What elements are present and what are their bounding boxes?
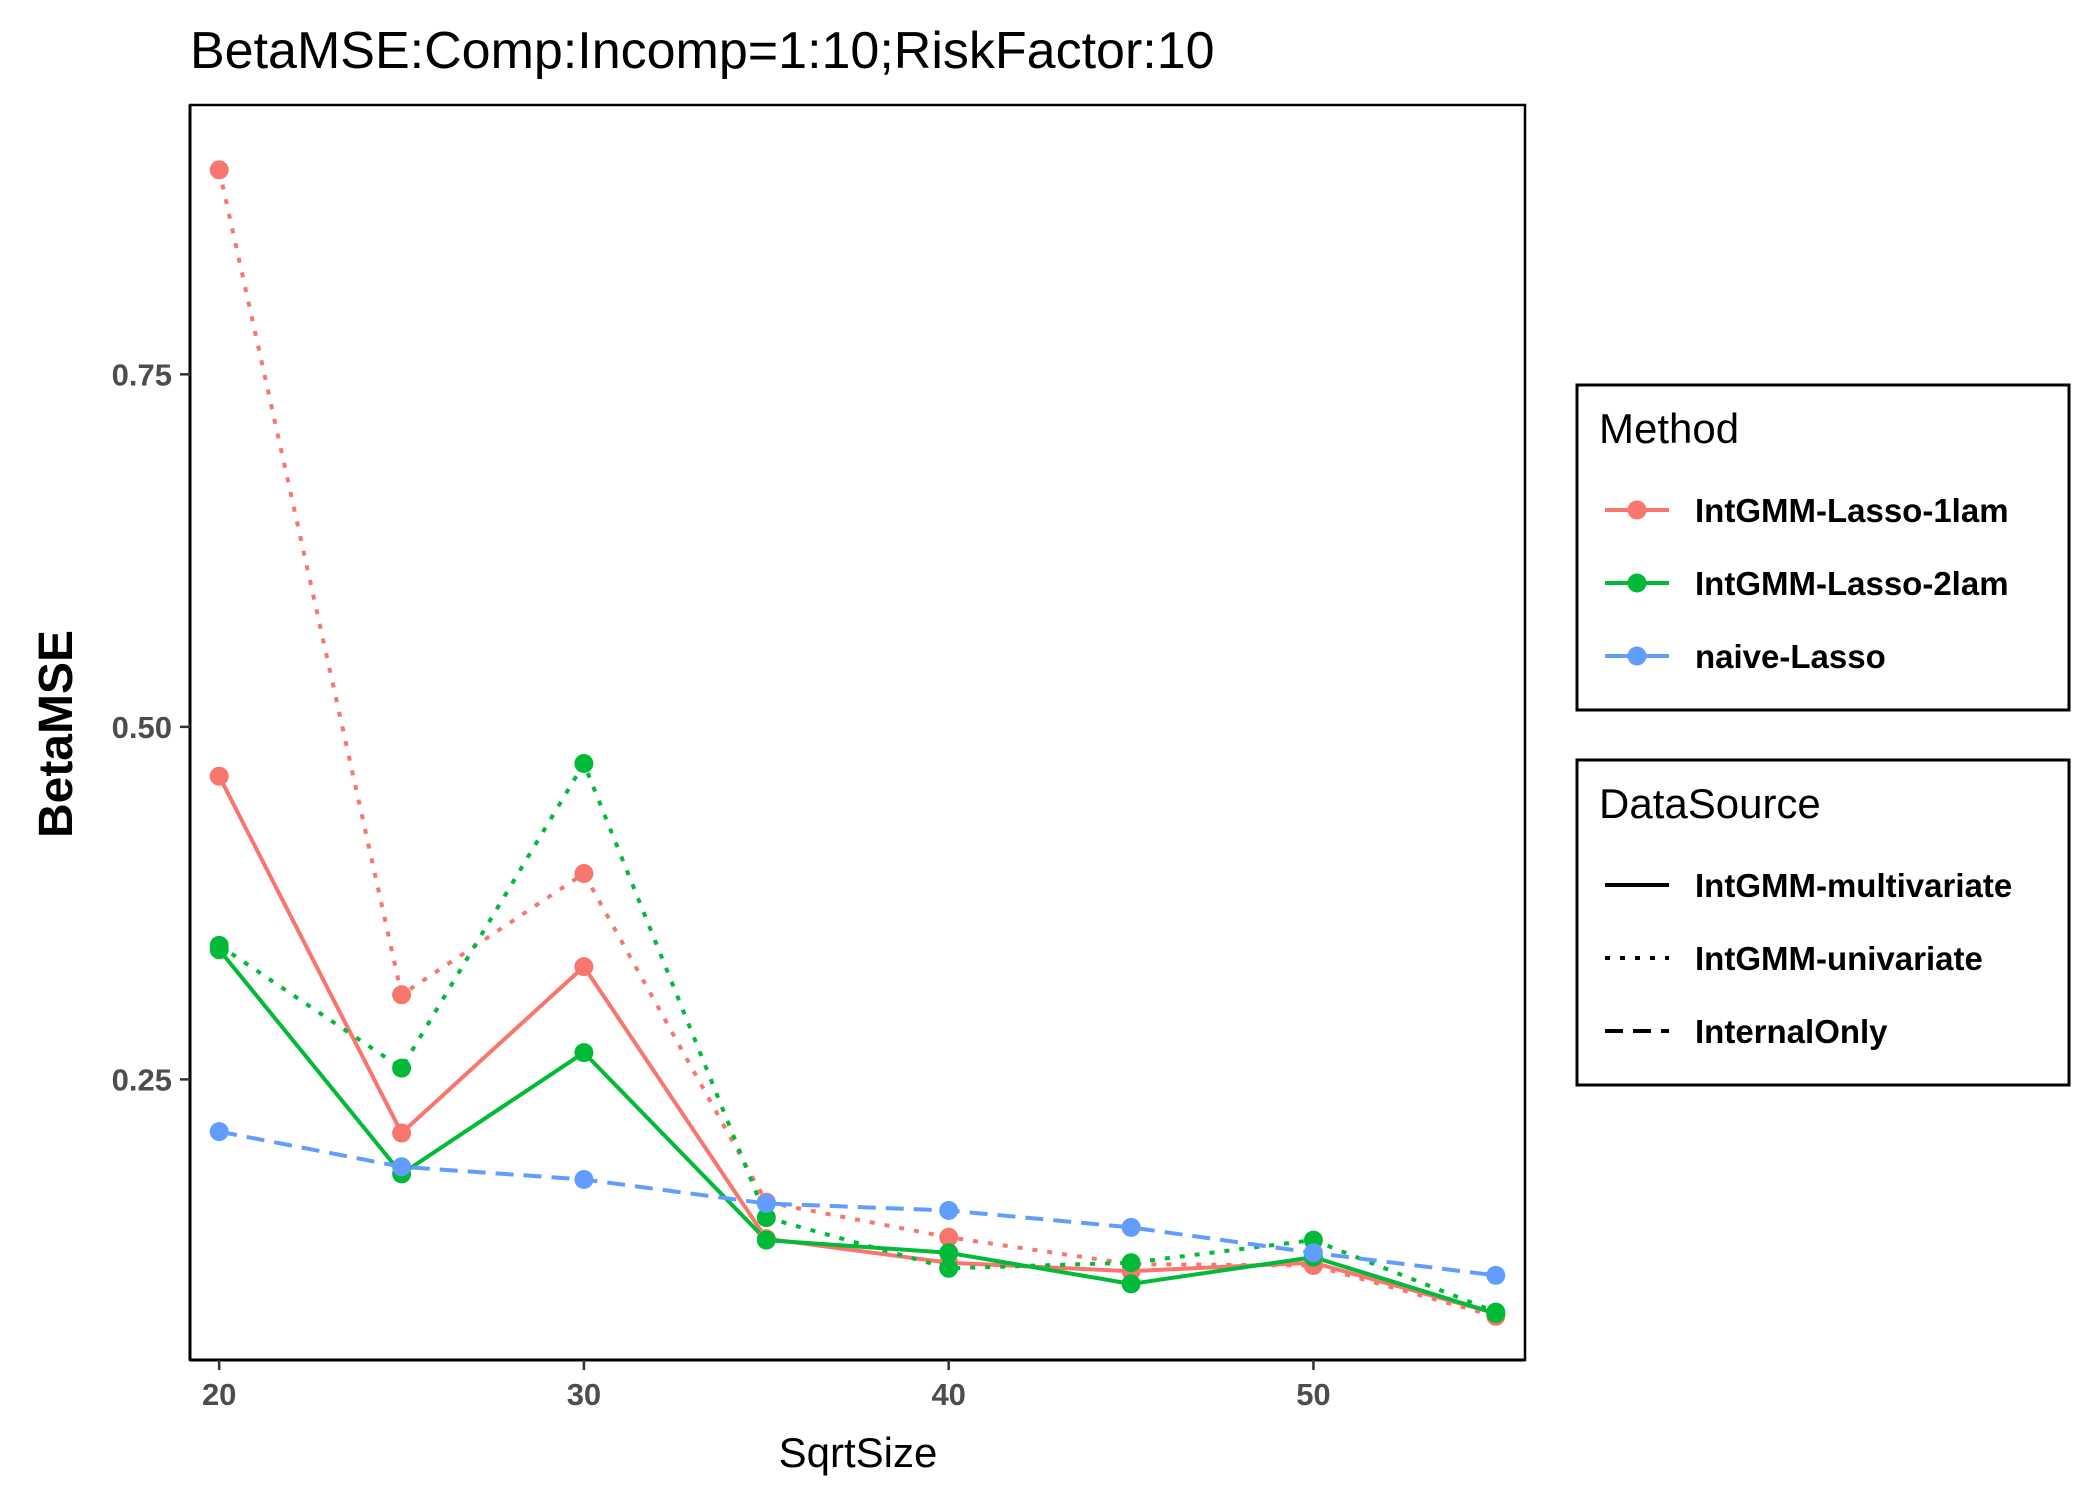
legend-label: IntGMM-Lasso-2lam xyxy=(1695,565,2009,602)
legend-method: Method IntGMM-Lasso-1lam IntGMM-Lasso-2lam… xyxy=(1575,383,2071,712)
legend-label: IntGMM-multivariate xyxy=(1695,867,2012,904)
x-axis-title: SqrtSize xyxy=(779,1429,938,1476)
chart-title: BetaMSE:Comp:Incomp=1:10;RiskFactor:10 xyxy=(190,22,1215,80)
legend-source: DataSource IntGMM-multivariate IntGMM-univ… xyxy=(1575,758,2071,1087)
data-point-2-3 xyxy=(756,1230,776,1250)
data-point-2-4 xyxy=(939,1243,959,1263)
data-point-4-7 xyxy=(1486,1265,1506,1285)
series-line-2 xyxy=(217,948,1497,1316)
data-point-2-2 xyxy=(574,1043,594,1063)
data-point-4-3 xyxy=(756,1194,776,1213)
data-point-1-0 xyxy=(209,160,229,180)
data-point-3-1 xyxy=(392,1058,412,1078)
data-point-1-2 xyxy=(574,864,594,883)
legend-key xyxy=(1605,500,1669,520)
data-point-1-4 xyxy=(939,1227,959,1247)
data-point-3-7 xyxy=(1486,1302,1506,1322)
data-point-4-4 xyxy=(939,1201,959,1220)
series-line-3 xyxy=(218,761,1497,1314)
data-point-0-1 xyxy=(392,1123,412,1143)
legend-label: InternalOnly xyxy=(1695,1013,1888,1050)
data-point-0-0 xyxy=(209,766,229,786)
data-point-3-0 xyxy=(209,935,229,955)
legend-label: IntGMM-univariate xyxy=(1695,940,1983,977)
x-tick-label: 20 xyxy=(202,1377,236,1412)
data-point-3-5 xyxy=(1121,1253,1141,1273)
legend-label: IntGMM-Lasso-1lam xyxy=(1695,492,2009,529)
data-point-4-5 xyxy=(1121,1217,1141,1237)
data-point-4-1 xyxy=(392,1157,412,1177)
data-point-3-2 xyxy=(574,754,594,773)
data-point-4-2 xyxy=(574,1170,594,1189)
x-tick-label: 40 xyxy=(931,1377,965,1412)
series-line-0 xyxy=(217,775,1497,1316)
legend-title: Method xyxy=(1599,405,1739,452)
data-point-4-6 xyxy=(1303,1243,1323,1263)
series-points xyxy=(209,160,1506,1326)
series-line-1 xyxy=(217,169,1497,1319)
y-tick-label: 0.75 xyxy=(112,357,172,392)
data-point-1-1 xyxy=(392,985,412,1005)
legend-box xyxy=(1575,758,2071,1087)
data-point-3-4 xyxy=(939,1258,959,1278)
y-axis-title: BetaMSE xyxy=(30,630,83,838)
series-line-4 xyxy=(218,1129,1497,1278)
data-point-4-0 xyxy=(209,1122,229,1142)
legend-title: DataSource xyxy=(1599,780,1821,827)
series-lines xyxy=(217,169,1497,1319)
x-tick-label: 50 xyxy=(1296,1377,1330,1412)
data-point-3-3 xyxy=(756,1208,776,1228)
y-tick-label: 0.25 xyxy=(112,1062,172,1097)
data-point-2-5 xyxy=(1121,1274,1141,1294)
data-point-0-2 xyxy=(574,957,594,977)
y-axis: 0.25 0.50 0.75 xyxy=(112,105,192,1360)
legend-key xyxy=(1605,646,1669,666)
legend-key xyxy=(1605,573,1669,593)
legend-label: naive-Lasso xyxy=(1695,638,1886,675)
y-tick-label: 0.50 xyxy=(112,710,172,745)
x-axis: 20 30 40 50 xyxy=(190,1358,1525,1412)
x-tick-label: 30 xyxy=(567,1377,601,1412)
